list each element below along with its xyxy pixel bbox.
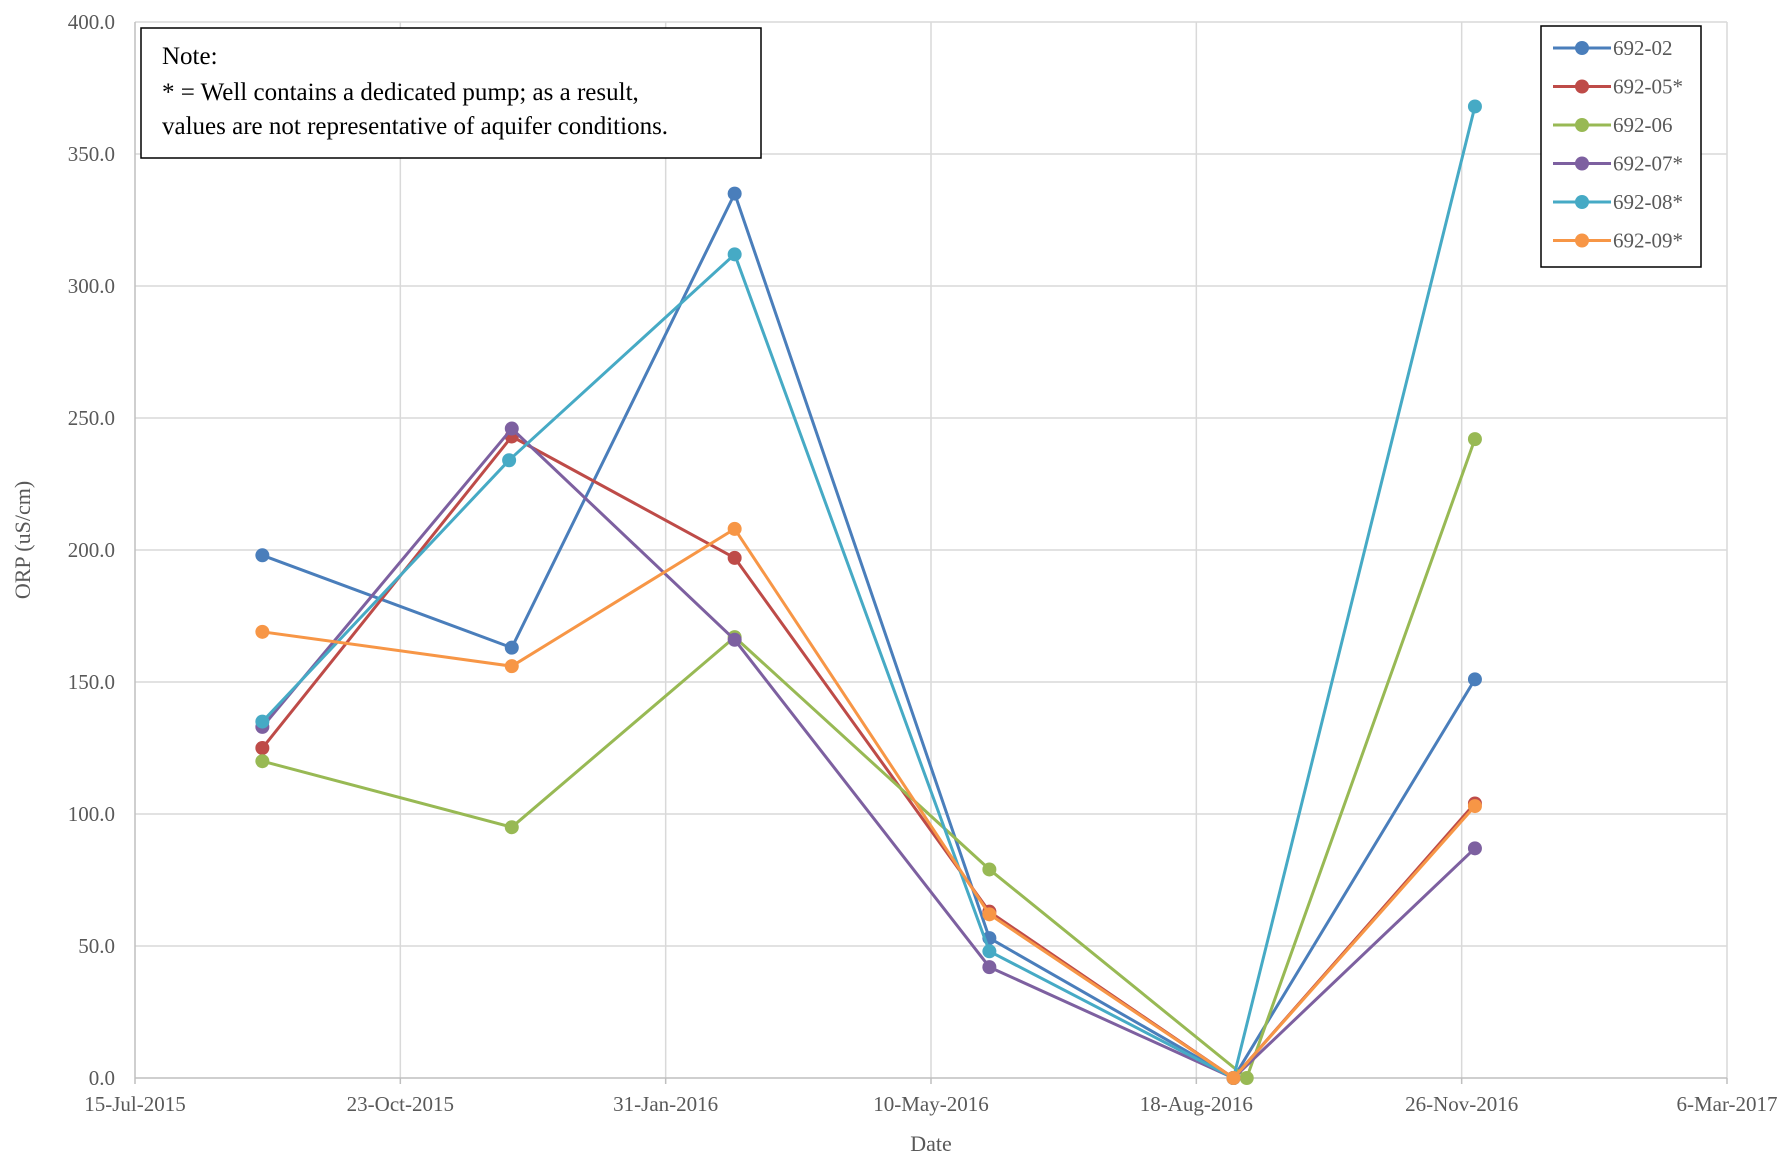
x-tick-label: 18-Aug-2016 — [1140, 1092, 1253, 1116]
legend-swatch-marker — [1575, 41, 1589, 55]
legend-swatch-marker — [1575, 79, 1589, 94]
legend-label: 692-08* — [1613, 190, 1683, 214]
legend-item: 692-08* — [1553, 190, 1683, 214]
legend-label: 692-02 — [1613, 36, 1673, 60]
y-tick-label: 300.0 — [68, 274, 115, 298]
tick-labels: 15-Jul-2015 23-Oct-2015 31-Jan-2016 10-May-… — [68, 10, 1778, 1116]
data-point — [982, 960, 997, 975]
y-tick-label: 250.0 — [68, 406, 115, 430]
data-point — [504, 421, 519, 436]
data-point — [1467, 799, 1482, 814]
legend-item: 692-06 — [1553, 113, 1673, 137]
x-tick-label: 10-May-2016 — [873, 1092, 988, 1116]
x-tick-label: 6-Mar-2017 — [1676, 1092, 1777, 1116]
series-692-06 — [255, 432, 1482, 1085]
data-point — [982, 862, 997, 877]
data-point — [504, 659, 519, 674]
series-line — [261, 192, 1477, 1080]
legend-swatch-marker — [1575, 233, 1589, 248]
data-point — [1467, 99, 1482, 114]
data-point — [255, 714, 270, 729]
y-tick-label: 150.0 — [68, 670, 115, 694]
y-tick-label: 50.0 — [78, 934, 115, 958]
data-point — [727, 247, 742, 262]
data-point — [502, 453, 517, 468]
legend-item: 692-09* — [1553, 229, 1683, 253]
legend-label: 692-05* — [1613, 75, 1683, 99]
data-point — [982, 907, 997, 922]
data-point — [1239, 1071, 1254, 1085]
x-tick-label: 23-Oct-2015 — [347, 1092, 454, 1116]
data-point — [727, 550, 742, 565]
note-box: Note: * = Well contains a dedicated pump… — [140, 27, 762, 159]
note-box-border — [140, 27, 762, 159]
legend-item: 692-07* — [1553, 152, 1683, 176]
legend: 692-02 692-05* 692-06 692-07* 692-08* 692-09* — [1540, 25, 1702, 268]
legend-swatch-marker — [1575, 156, 1589, 171]
legend-box — [1540, 25, 1702, 268]
series-692-09* — [255, 521, 1482, 1085]
note-line-2: values are not representative of aquifer… — [162, 113, 668, 140]
y-tick-label: 350.0 — [68, 142, 115, 166]
legend-label: 692-06 — [1613, 113, 1673, 137]
data-point — [727, 632, 742, 647]
data-point — [504, 640, 519, 655]
y-tick-label: 0.0 — [89, 1066, 115, 1090]
y-tick-label: 200.0 — [68, 538, 115, 562]
x-tick-label: 31-Jan-2016 — [613, 1092, 718, 1116]
note-line-1: * = Well contains a dedicated pump; as a… — [162, 79, 639, 106]
x-axis-title: Date — [910, 1131, 952, 1155]
data-point — [1467, 672, 1482, 687]
data-point — [255, 741, 270, 755]
x-tick-label: 15-Jul-2015 — [84, 1092, 186, 1116]
data-point — [255, 754, 270, 769]
data-point — [255, 624, 270, 639]
legend-item: 692-02 — [1553, 36, 1673, 60]
y-tick-label: 400.0 — [68, 10, 115, 34]
data-point — [504, 820, 519, 835]
data-point — [727, 521, 742, 536]
data-point — [1226, 1071, 1241, 1085]
data-point — [727, 186, 742, 201]
data-point — [1467, 432, 1482, 447]
y-axis-title: ORP (uS/cm) — [10, 481, 35, 599]
y-tick-label: 100.0 — [68, 802, 115, 826]
series-line — [261, 427, 1476, 1080]
data-point — [255, 548, 270, 563]
legend-label: 692-07* — [1613, 152, 1683, 176]
series-line — [261, 106, 1477, 1080]
axes — [134, 22, 1728, 1084]
note-line-title: Note: — [162, 43, 218, 70]
legend-label: 692-09* — [1613, 229, 1683, 253]
data-point — [982, 944, 997, 959]
x-tick-label: 26-Nov-2016 — [1405, 1092, 1518, 1116]
series-line — [262, 527, 1477, 1080]
series-line — [262, 438, 1477, 1080]
data-point — [1467, 841, 1482, 856]
legend-item: 692-05* — [1553, 75, 1683, 99]
series-group — [255, 99, 1482, 1085]
legend-swatch-marker — [1575, 118, 1589, 132]
legend-swatch-marker — [1575, 195, 1589, 209]
